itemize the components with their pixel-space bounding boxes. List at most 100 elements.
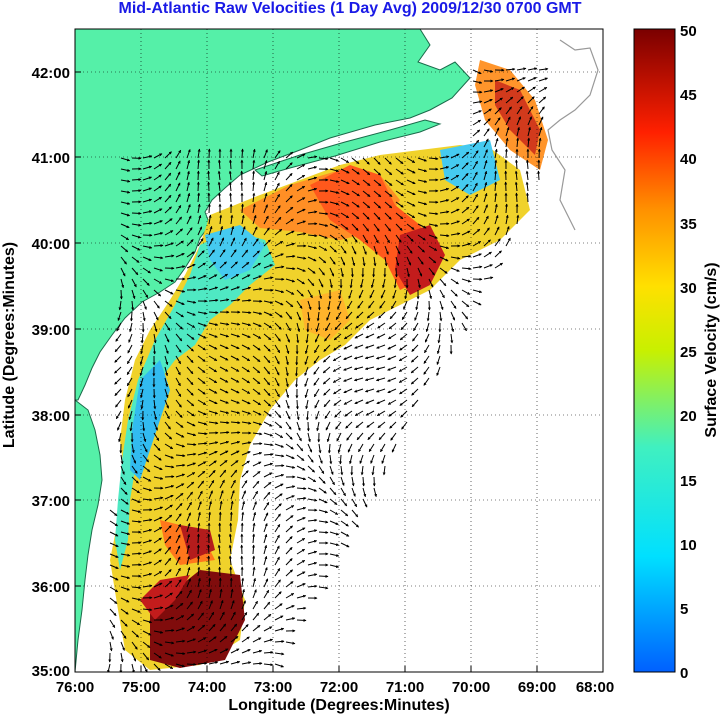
velocity-vector	[120, 223, 130, 229]
velocity-vector	[504, 148, 508, 159]
velocity-vector	[450, 333, 454, 344]
velocity-vector	[196, 170, 200, 181]
velocity-vector	[340, 201, 350, 207]
velocity-vector	[423, 355, 430, 364]
velocity-vector	[274, 454, 285, 458]
velocity-vector	[186, 263, 196, 269]
velocity-vector	[241, 214, 245, 225]
velocity-vector	[131, 552, 142, 556]
velocity-vector	[318, 530, 329, 534]
velocity-vector	[399, 388, 408, 395]
velocity-vector	[494, 88, 504, 93]
velocity-vector	[398, 366, 408, 372]
velocity-vector	[208, 490, 213, 500]
velocity-vector	[197, 490, 203, 500]
velocity-vector	[316, 311, 320, 322]
velocity-vector	[274, 483, 284, 489]
velocity-vector	[428, 267, 435, 276]
velocity-vector	[285, 289, 295, 295]
velocity-vector	[115, 410, 122, 420]
velocity-vector	[230, 225, 235, 236]
velocity-vector	[208, 237, 214, 247]
velocity-vector	[516, 126, 520, 137]
velocity-vector	[263, 149, 268, 159]
velocity-vector	[351, 487, 356, 497]
velocity-vector	[296, 208, 306, 214]
velocity-vector	[379, 300, 386, 309]
velocity-vector	[208, 344, 218, 350]
velocity-vector	[175, 160, 181, 170]
velocity-vector	[186, 481, 195, 489]
velocity-vector	[230, 322, 241, 326]
velocity-vector	[164, 194, 172, 203]
velocity-vector	[164, 289, 174, 295]
velocity-vector	[384, 223, 391, 232]
velocity-vector	[516, 106, 523, 115]
velocity-vector	[307, 476, 317, 483]
velocity-vector	[384, 245, 389, 255]
velocity-vector	[428, 245, 438, 251]
velocity-vector	[349, 454, 353, 465]
velocity-vector	[494, 107, 502, 115]
velocity-vector	[175, 333, 183, 342]
velocity-vector	[230, 214, 234, 225]
y-tick-label: 40:00	[32, 236, 70, 253]
velocity-vector	[186, 432, 197, 437]
velocity-vector	[118, 432, 122, 443]
velocity-vector	[164, 300, 173, 307]
velocity-vector	[411, 388, 419, 396]
velocity-vector	[296, 465, 306, 471]
velocity-vector	[356, 311, 364, 319]
velocity-vector	[186, 355, 194, 363]
velocity-vector	[307, 267, 316, 274]
velocity-vector	[241, 470, 249, 478]
velocity-vector	[208, 460, 217, 467]
velocity-vector	[219, 479, 225, 489]
velocity-vector	[365, 399, 375, 404]
velocity-vector	[340, 157, 350, 164]
velocity-vector	[230, 366, 240, 372]
velocity-vector	[241, 286, 252, 291]
velocity-vector	[131, 300, 135, 311]
velocity-vector	[164, 322, 171, 331]
velocity-vector	[186, 366, 194, 375]
velocity-vector	[364, 377, 375, 382]
velocity-vector	[295, 399, 299, 410]
velocity-vector	[142, 421, 146, 432]
velocity-vector	[230, 273, 240, 280]
velocity-vector	[197, 451, 208, 456]
velocity-vector	[483, 227, 490, 236]
velocity-vector	[340, 179, 350, 185]
velocity-vector	[142, 176, 152, 181]
velocity-vector	[186, 333, 195, 340]
velocity-vector	[296, 443, 304, 452]
velocity-vector	[384, 168, 393, 176]
velocity-vector	[351, 157, 360, 165]
velocity-vector	[186, 239, 194, 247]
velocity-vector	[197, 480, 205, 489]
velocity-vector	[296, 496, 307, 500]
velocity-vector	[131, 476, 139, 484]
velocity-vector	[395, 223, 403, 231]
velocity-vector	[340, 487, 346, 497]
velocity-vector	[164, 366, 169, 377]
velocity-vector	[197, 311, 208, 315]
velocity-vector	[362, 223, 369, 232]
velocity-vector	[387, 355, 397, 360]
velocity-vector	[318, 157, 329, 161]
velocity-vector	[252, 388, 261, 395]
velocity-vector	[494, 137, 499, 148]
velocity-vector	[461, 173, 469, 181]
velocity-vector	[241, 226, 246, 236]
velocity-vector	[219, 261, 227, 269]
velocity-vector	[175, 513, 182, 522]
velocity-vector	[263, 311, 273, 316]
velocity-vector	[164, 151, 172, 159]
velocity-vector	[197, 461, 207, 467]
velocity-vector	[197, 501, 202, 511]
velocity-vector	[417, 223, 427, 229]
velocity-vector	[230, 261, 238, 269]
velocity-vector	[186, 215, 192, 225]
velocity-vector	[315, 322, 320, 333]
velocity-vector	[384, 201, 393, 209]
